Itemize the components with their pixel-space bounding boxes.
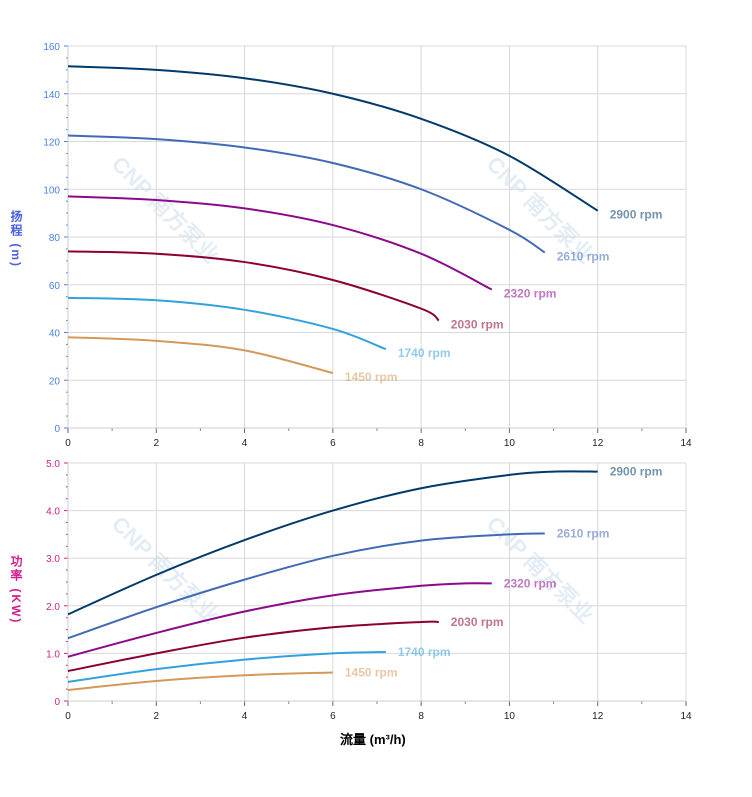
y-tick-label: 2.0 (46, 602, 60, 613)
y-tick-label: 60 (49, 281, 61, 292)
series-line-1450-rpm (67, 336, 334, 375)
head-axis-label: 扬程 (m) (9, 210, 23, 268)
y-tick-label: 40 (49, 329, 61, 340)
y-tick-label: 0 (54, 424, 60, 435)
series-label: 2900 rpm (610, 465, 663, 479)
x-tick-label: 2 (154, 438, 160, 449)
series-line-2320-rpm (67, 582, 492, 658)
series-line-2900-rpm (67, 470, 598, 616)
x-tick-label: 14 (680, 438, 692, 449)
series-label: 2030 rpm (451, 318, 504, 332)
series-label: 2610 rpm (557, 250, 610, 264)
watermark-logo: CNP 南方泵业 (107, 151, 224, 268)
series-line-1740-rpm (67, 296, 387, 351)
x-tick-label: 2 (154, 711, 160, 722)
y-tick-label: 3.0 (46, 554, 60, 565)
x-tick-label: 8 (418, 438, 424, 449)
series-line-1740-rpm (67, 650, 386, 683)
x-tick-label: 8 (418, 711, 424, 722)
series-line-2320-rpm (67, 195, 493, 291)
series-line-2030-rpm (67, 250, 440, 322)
series-label: 2320 rpm (504, 576, 557, 590)
x-tick-label: 12 (592, 711, 604, 722)
y-tick-label: 140 (43, 90, 60, 101)
x-tick-label: 12 (592, 438, 604, 449)
series-line-2610-rpm (67, 532, 545, 640)
x-tick-label: 0 (65, 711, 71, 722)
series-label: 1450 rpm (345, 370, 398, 384)
series-label: 2610 rpm (557, 526, 610, 540)
y-tick-label: 20 (49, 376, 61, 387)
y-tick-label: 5.0 (46, 459, 60, 470)
y-tick-label: 4.0 (46, 507, 60, 518)
y-tick-label: 80 (49, 233, 61, 244)
series-label: 2900 rpm (610, 208, 663, 222)
series-label: 1740 rpm (398, 645, 451, 659)
x-tick-label: 6 (330, 438, 336, 449)
power-axis-label: 功率 (KW) (9, 555, 23, 625)
x-tick-label: 4 (242, 438, 248, 449)
series-label: 1740 rpm (398, 346, 451, 360)
x-tick-label: 10 (504, 711, 516, 722)
y-tick-label: 120 (43, 138, 60, 149)
y-tick-label: 1.0 (46, 649, 60, 660)
y-tick-label: 100 (43, 185, 60, 196)
x-tick-label: 14 (680, 711, 692, 722)
series-line-2610-rpm (67, 134, 546, 254)
x-axis-label: 流量 (m³/h) (340, 732, 406, 747)
y-tick-label: 160 (43, 42, 60, 53)
x-tick-label: 10 (504, 438, 516, 449)
series-label: 2320 rpm (504, 287, 557, 301)
series-line-1450-rpm (67, 671, 333, 692)
series-line-2900-rpm (67, 65, 599, 212)
watermark-logo: CNP 南方泵业 (107, 511, 224, 628)
series-label: 1450 rpm (345, 665, 398, 679)
x-tick-label: 6 (330, 711, 336, 722)
y-tick-label: 0 (54, 697, 60, 708)
x-tick-label: 0 (65, 438, 71, 449)
x-tick-label: 4 (242, 711, 248, 722)
series-label: 2030 rpm (451, 615, 504, 629)
series-line-2030-rpm (67, 620, 439, 672)
